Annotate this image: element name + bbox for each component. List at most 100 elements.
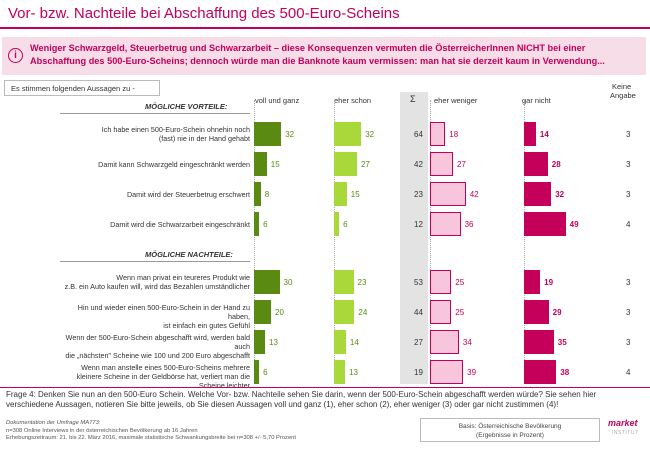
column-header-eher-weniger: eher weniger — [434, 96, 478, 105]
row-label: Damit wird die Schwarzarbeit eingeschrän… — [60, 220, 250, 229]
value-voll-und-ganz: 20 — [275, 308, 284, 317]
column-header-keine-angabe-1: Keine — [612, 82, 632, 91]
section-label: MÖGLICHE VORTEILE: — [145, 102, 228, 111]
bar-gar-nicht — [524, 270, 541, 294]
bar-voll-und-ganz — [254, 300, 271, 324]
value-eher-schon: 6 — [343, 220, 348, 229]
row-label-line: Damit wird die Schwarzarbeit eingeschrän… — [110, 219, 250, 229]
value-keine-angabe: 3 — [626, 160, 631, 169]
bar-voll-und-ganz — [254, 330, 266, 354]
value-eher-weniger: 42 — [469, 190, 479, 199]
bar-eher-schon — [334, 182, 347, 206]
value-keine-angabe: 3 — [626, 130, 631, 139]
bar-eher-schon — [334, 212, 340, 236]
column-header-eher-schon: eher schon — [334, 96, 372, 105]
value-eher-weniger: 27 — [456, 160, 466, 169]
value-eher-weniger: 25 — [455, 308, 465, 317]
bar-eher-weniger — [430, 152, 453, 176]
value-voll-und-ganz: 8 — [264, 190, 270, 199]
title-divider — [0, 27, 650, 29]
bar-voll-und-ganz — [254, 182, 261, 206]
value-voll-und-ganz: 30 — [283, 278, 293, 287]
axis-line-voll — [254, 100, 255, 384]
bar-eher-weniger — [430, 360, 464, 384]
axis-line-eher-schon — [334, 100, 335, 384]
value-eher-schon: 27 — [360, 160, 370, 169]
meta-line-1: Dokumentation der Umfrage MA773: — [6, 420, 101, 426]
value-eher-schon: 24 — [358, 308, 368, 317]
bar-voll-und-ganz — [254, 360, 260, 384]
value-eher-weniger: 36 — [464, 220, 474, 229]
statement-label: Es stimmen folgenden Aussagen zu - — [4, 80, 160, 96]
row-label-line: Hin und wieder einen 500-Euro-Schein in … — [77, 303, 250, 321]
bar-voll-und-ganz — [254, 270, 280, 294]
value-keine-angabe: 4 — [626, 220, 631, 229]
bar-eher-weniger — [430, 182, 466, 206]
value-keine-angabe: 4 — [626, 368, 631, 377]
bar-eher-schon — [334, 122, 362, 146]
row-label-line: Wenn man privat ein teureres Produkt wie — [116, 273, 250, 282]
bar-gar-nicht — [524, 182, 552, 206]
meta-line-2: n=308 Online Interviews in der österreic… — [6, 427, 198, 434]
meta-line-3: Erhebungszeitraum: 21. bis 22. März 2016… — [6, 435, 297, 441]
row-label-line: ist einfach ein gutes Gefühl — [163, 321, 250, 330]
info-icon: i — [8, 48, 23, 63]
bar-eher-schon — [334, 152, 357, 176]
row-label: Ich habe einen 500-Euro-Schein ohnehin n… — [60, 125, 250, 143]
row-label-line: (fast) nie in der Hand gehabt — [158, 134, 250, 143]
info-box: i Weniger Schwarzgeld, Steuerbetrug und … — [2, 37, 646, 75]
bar-voll-und-ganz — [254, 122, 282, 146]
row-label-line: Damit wird der Steuerbetrug erschwert — [126, 189, 250, 199]
sigma-column-background — [400, 92, 428, 384]
value-eher-weniger: 18 — [449, 130, 459, 139]
basis-line-2: (Ergebnisse in Prozent) — [476, 432, 544, 439]
market-logo-sub: INSTITUT — [612, 430, 639, 436]
value-gar-nicht: 29 — [552, 308, 562, 317]
bar-eher-weniger — [430, 270, 452, 294]
page-title: Vor- bzw. Nachteile bei Abschaffung des … — [8, 5, 400, 22]
survey-documentation: Dokumentation der Umfrage MA773: n=308 O… — [6, 420, 296, 443]
value-eher-weniger: 34 — [462, 338, 472, 347]
bar-gar-nicht — [524, 300, 549, 324]
value-voll-und-ganz: 6 — [263, 220, 268, 229]
bar-gar-nicht — [524, 330, 554, 354]
value-eher-schon: 15 — [350, 190, 360, 199]
footer-divider — [0, 387, 650, 388]
bar-voll-und-ganz — [254, 152, 267, 176]
row-label-line: kleinere Scheine in der Geldbörse hat, v… — [76, 372, 250, 390]
row-label: Wenn der 500-Euro-Schein abgeschafft wir… — [60, 333, 250, 360]
row-label: Wenn man privat ein teureres Produkt wie… — [60, 273, 250, 291]
bar-eher-schon — [334, 270, 354, 294]
bar-eher-weniger — [430, 330, 459, 354]
section-rule — [60, 261, 250, 262]
row-label-line: Wenn man anstelle eines 500-Euro-Scheins… — [81, 363, 250, 372]
row-label: Wenn man anstelle eines 500-Euro-Scheins… — [60, 363, 250, 390]
bar-eher-weniger — [430, 212, 461, 236]
column-header-keine-angabe-2: Angabe — [610, 91, 636, 100]
row-label-line: Wenn der 500-Euro-Schein abgeschafft wir… — [65, 333, 250, 351]
column-header-voll-und-ganz: voll und ganz — [255, 96, 300, 105]
value-keine-angabe: 3 — [626, 308, 631, 317]
column-header-sigma: Σ — [410, 94, 416, 104]
column-header-gar-nicht: gar nicht — [522, 96, 551, 105]
value-voll-und-ganz: 15 — [270, 160, 280, 169]
bar-gar-nicht — [524, 152, 548, 176]
row-label: Hin und wieder einen 500-Euro-Schein in … — [60, 303, 250, 330]
info-text: Weniger Schwarzgeld, Steuerbetrug und Sc… — [30, 43, 605, 66]
value-eher-weniger: 39 — [467, 368, 477, 377]
value-eher-schon: 13 — [349, 368, 358, 377]
value-eher-schon: 23 — [357, 278, 367, 287]
value-eher-schon: 14 — [349, 338, 359, 347]
bar-eher-schon — [334, 330, 346, 354]
row-label: Damit kann Schwarzgeld eingeschränkt wer… — [60, 160, 250, 169]
bar-gar-nicht — [524, 360, 557, 384]
value-gar-nicht: 28 — [551, 160, 561, 169]
value-eher-weniger: 25 — [455, 278, 465, 287]
value-keine-angabe: 3 — [626, 278, 631, 287]
bar-eher-schon — [334, 360, 346, 384]
value-eher-schon: 32 — [365, 130, 375, 139]
value-keine-angabe: 3 — [626, 190, 631, 199]
bar-gar-nicht — [524, 212, 566, 236]
question-text: Frage 4: Denken Sie nun an den 500-Euro … — [6, 390, 597, 409]
bar-eher-weniger — [430, 300, 452, 324]
